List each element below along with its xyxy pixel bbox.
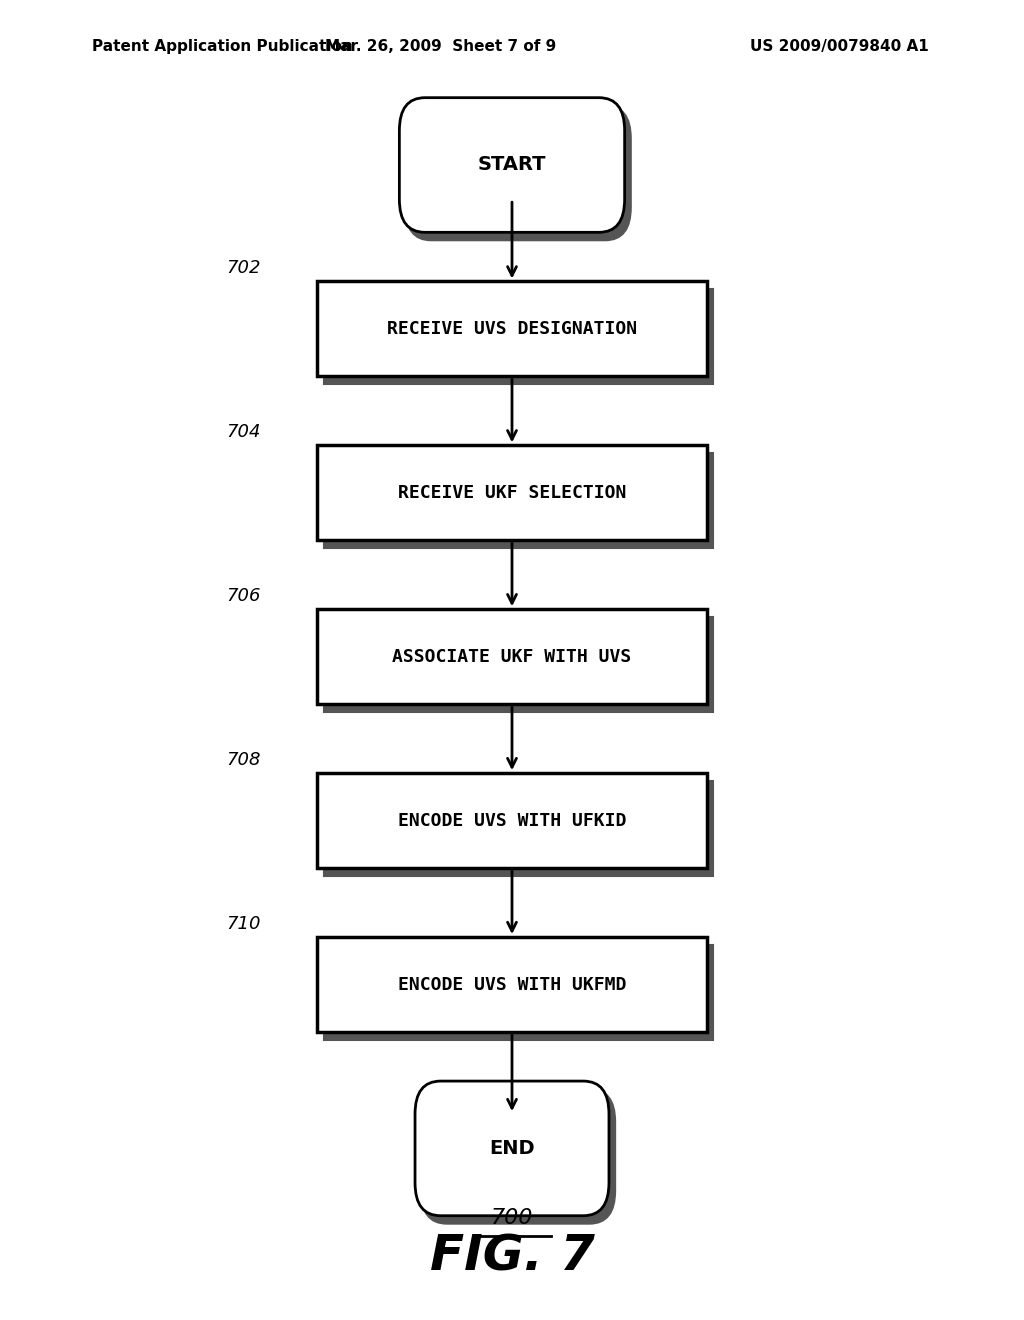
FancyBboxPatch shape (317, 445, 707, 540)
Text: 700: 700 (490, 1208, 534, 1229)
Text: RECEIVE UVS DESIGNATION: RECEIVE UVS DESIGNATION (387, 319, 637, 338)
Text: 708: 708 (226, 751, 261, 770)
FancyBboxPatch shape (421, 1089, 615, 1224)
FancyBboxPatch shape (406, 106, 631, 240)
Text: 704: 704 (226, 424, 261, 441)
Text: ENCODE UVS WITH UFKID: ENCODE UVS WITH UFKID (397, 812, 627, 829)
Text: US 2009/0079840 A1: US 2009/0079840 A1 (751, 38, 929, 54)
Text: Patent Application Publication: Patent Application Publication (92, 38, 353, 54)
Text: RECEIVE UKF SELECTION: RECEIVE UKF SELECTION (397, 484, 627, 502)
FancyBboxPatch shape (324, 618, 713, 713)
FancyBboxPatch shape (317, 937, 707, 1032)
Text: FIG. 7: FIG. 7 (429, 1233, 595, 1280)
FancyBboxPatch shape (415, 1081, 609, 1216)
Text: 706: 706 (226, 587, 261, 605)
FancyBboxPatch shape (317, 281, 707, 376)
Text: 710: 710 (226, 915, 261, 933)
Text: Mar. 26, 2009  Sheet 7 of 9: Mar. 26, 2009 Sheet 7 of 9 (325, 38, 556, 54)
FancyBboxPatch shape (324, 289, 713, 384)
FancyBboxPatch shape (324, 781, 713, 876)
Text: 702: 702 (226, 260, 261, 277)
Text: ENCODE UVS WITH UKFMD: ENCODE UVS WITH UKFMD (397, 975, 627, 994)
Text: END: END (489, 1139, 535, 1158)
Text: START: START (478, 156, 546, 174)
FancyBboxPatch shape (324, 453, 713, 548)
FancyBboxPatch shape (399, 98, 625, 232)
FancyBboxPatch shape (317, 774, 707, 869)
Text: ASSOCIATE UKF WITH UVS: ASSOCIATE UKF WITH UVS (392, 648, 632, 665)
FancyBboxPatch shape (317, 610, 707, 705)
FancyBboxPatch shape (324, 945, 713, 1040)
